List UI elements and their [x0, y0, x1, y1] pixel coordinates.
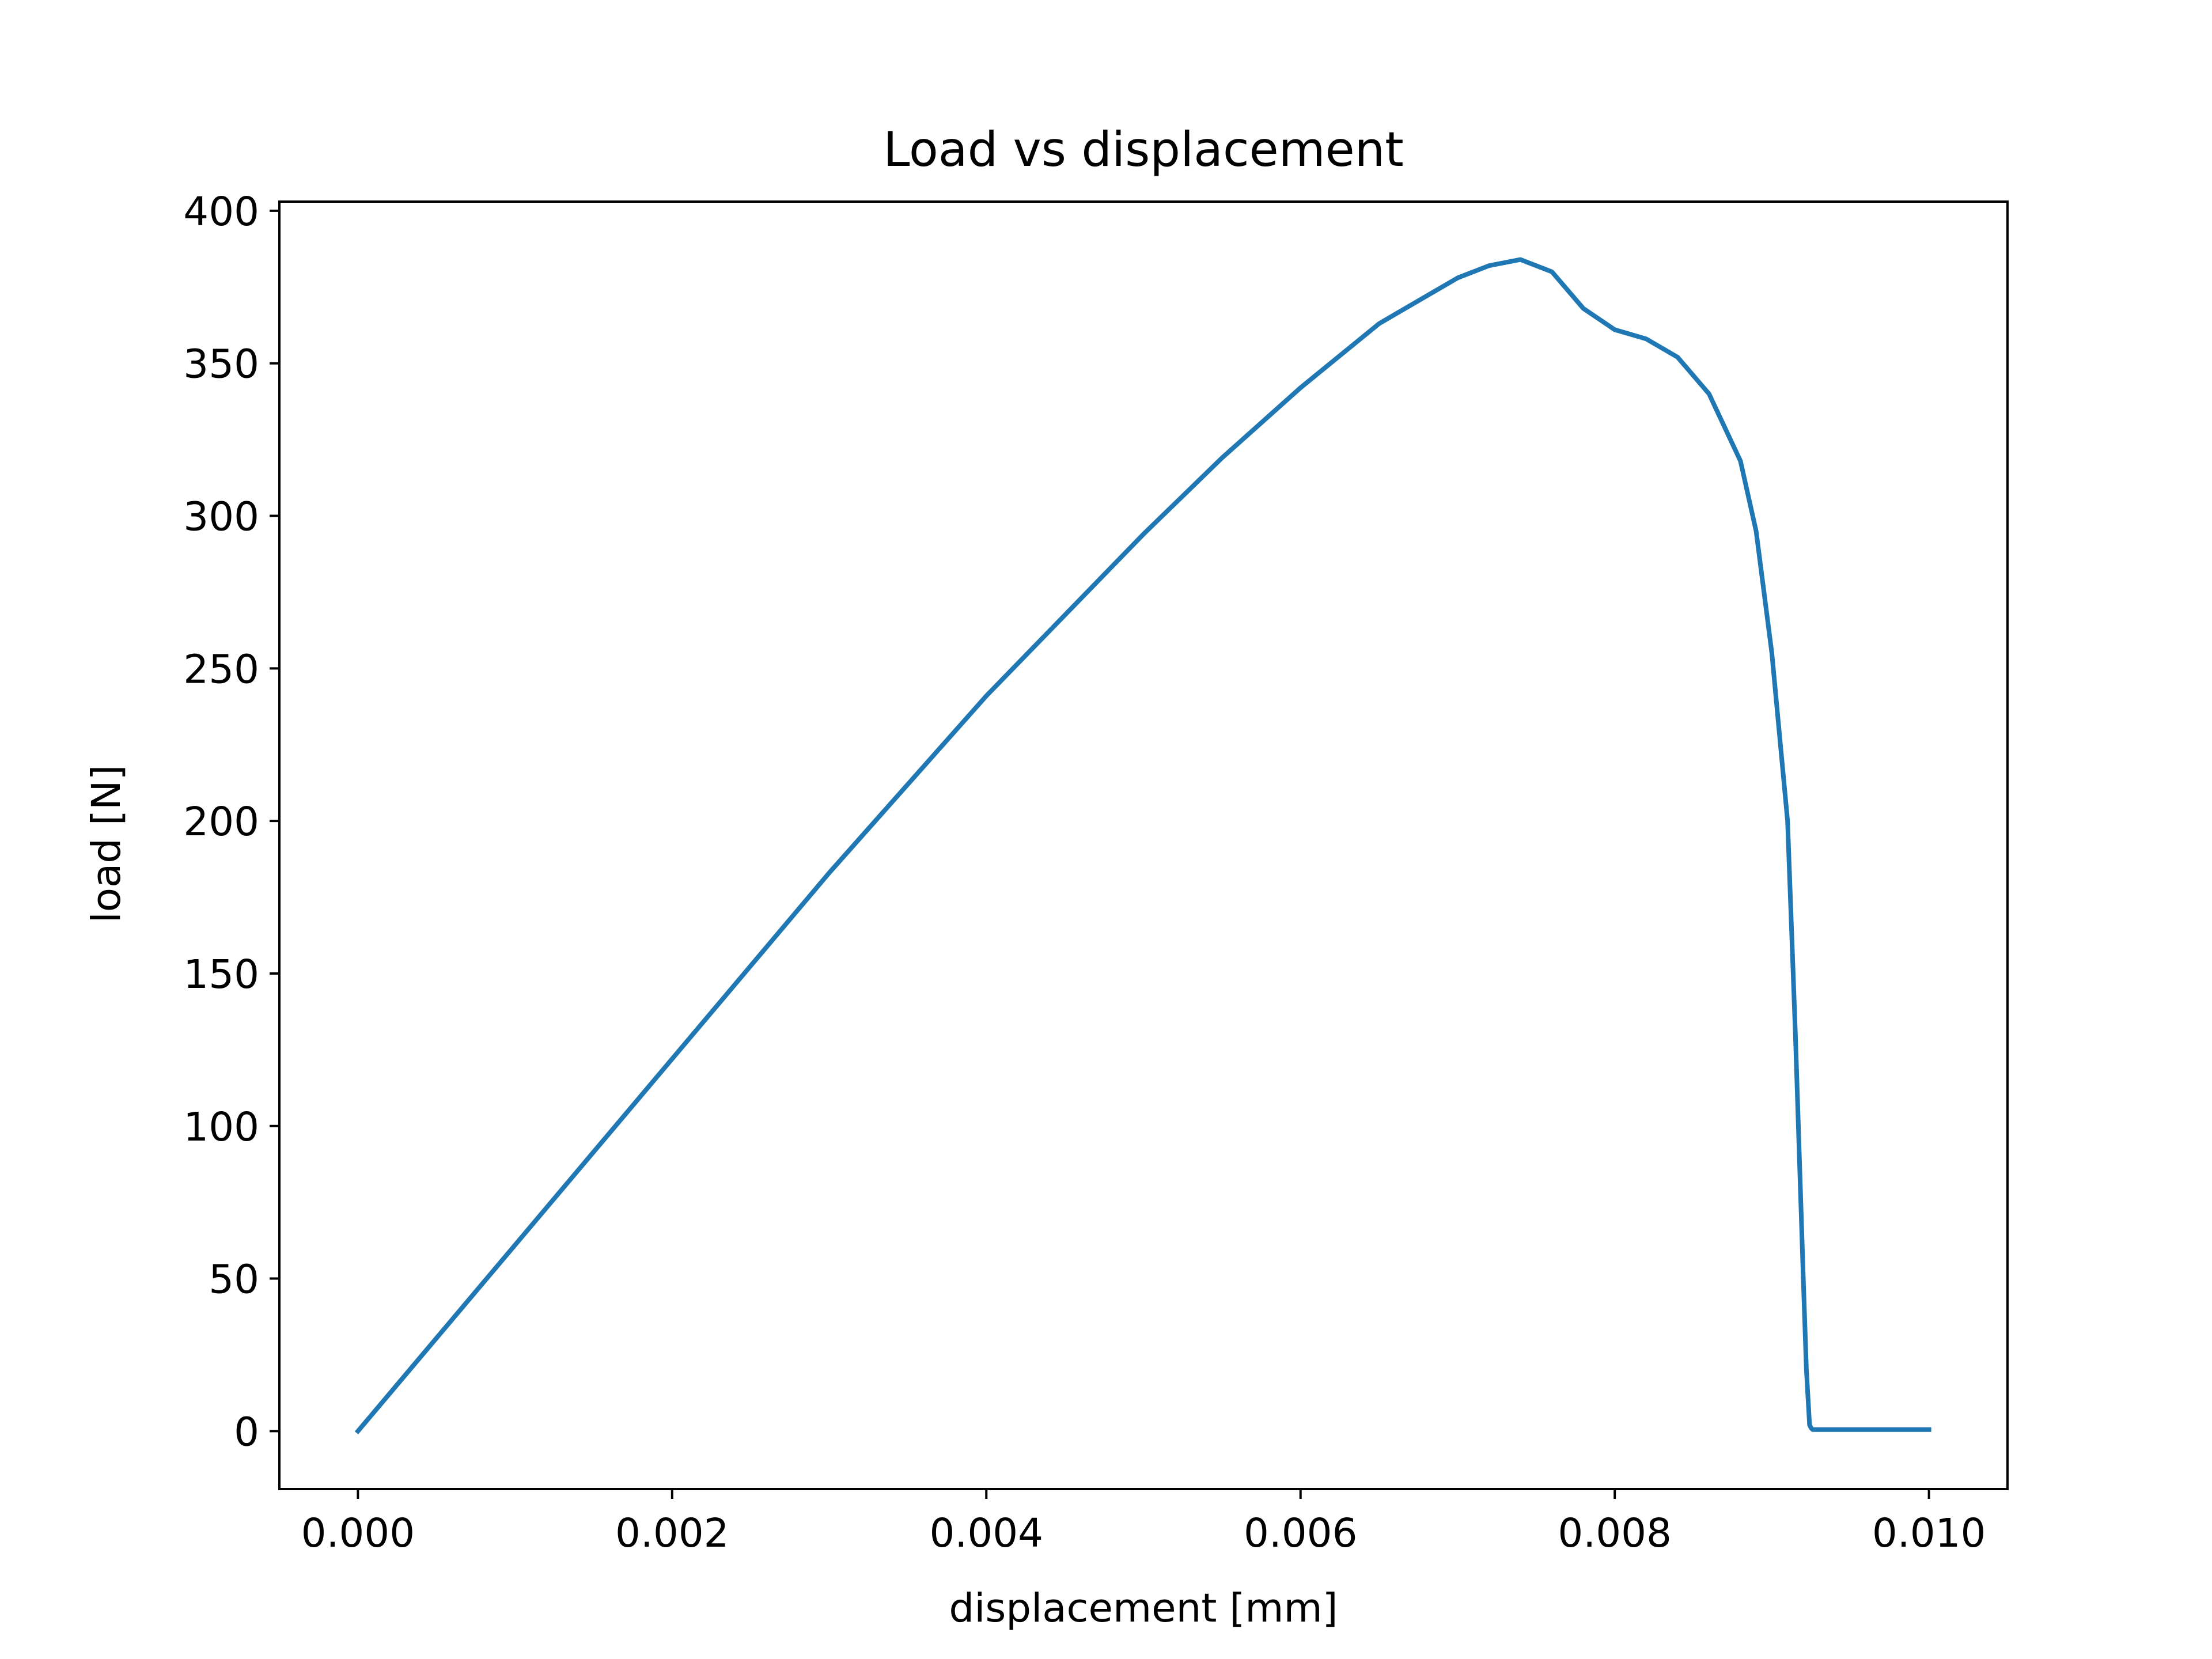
- y-tick-label: 300: [183, 494, 259, 540]
- y-tick-label: 200: [183, 799, 259, 845]
- y-axis-label: load [N]: [84, 765, 130, 923]
- x-axis: 0.000 0.002 0.004 0.006 0.008 0.010: [301, 1489, 1986, 1556]
- plot-frame: [278, 200, 2009, 1490]
- x-axis-label: displacement [mm]: [949, 1585, 1338, 1631]
- plot-area: [278, 200, 2009, 1490]
- y-tick-label: 50: [209, 1257, 259, 1303]
- y-tick-label: 100: [183, 1104, 259, 1150]
- y-tick-label: 0: [234, 1409, 259, 1455]
- x-tick-label: 0.002: [615, 1510, 729, 1556]
- y-tick-label: 350: [183, 342, 259, 388]
- x-tick-label: 0.000: [301, 1510, 415, 1556]
- series-line-load: [354, 257, 1931, 1435]
- y-axis: 0 50 100 150 200 250 300 350 400: [183, 189, 279, 1455]
- y-tick-label: 400: [183, 189, 259, 235]
- y-tick-label: 150: [183, 952, 259, 998]
- x-tick-label: 0.006: [1244, 1510, 1358, 1556]
- x-tick-label: 0.008: [1558, 1510, 1672, 1556]
- y-tick-label: 250: [183, 646, 259, 692]
- chart-title: Load vs displacement: [883, 122, 1404, 177]
- x-tick-label: 0.010: [1872, 1510, 1986, 1556]
- x-tick-label: 0.004: [929, 1510, 1043, 1556]
